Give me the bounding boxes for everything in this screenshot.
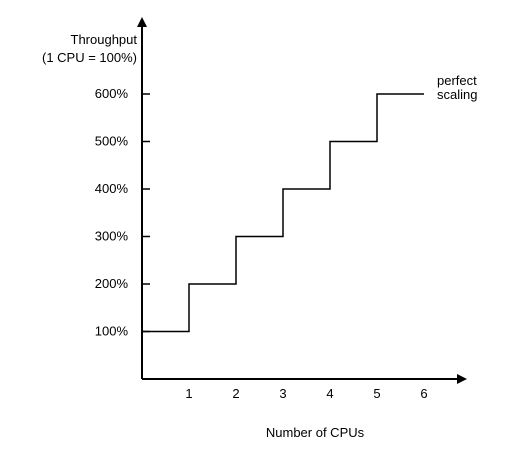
tick-labels: 100% 200% 300% 400% 500% 600% 1 2 3 4 5 6 [95,86,428,401]
y-tick-label: 600% [95,86,129,101]
series-label: scaling [437,87,477,102]
y-tick-label: 200% [95,276,129,291]
x-tick-label: 6 [420,386,427,401]
x-axis-arrowhead [457,374,467,384]
y-tick-label: 400% [95,181,129,196]
x-tick-label: 5 [373,386,380,401]
x-tick-label: 3 [279,386,286,401]
x-axis-label: Number of CPUs [266,425,365,440]
y-tick-label: 300% [95,229,129,244]
x-tick-label: 1 [185,386,192,401]
y-axis-arrowhead [137,17,147,27]
x-tick-label: 4 [326,386,333,401]
y-tick-label: 100% [95,324,129,339]
y-tick-label: 500% [95,134,129,149]
y-axis-label: (1 CPU = 100%) [42,50,137,65]
axes [137,17,467,384]
series-label: perfect [437,73,477,88]
series-line-perfect-scaling [142,93,424,333]
y-axis-label: Throughput [71,32,138,47]
series [142,93,424,333]
x-tick-label: 2 [232,386,239,401]
